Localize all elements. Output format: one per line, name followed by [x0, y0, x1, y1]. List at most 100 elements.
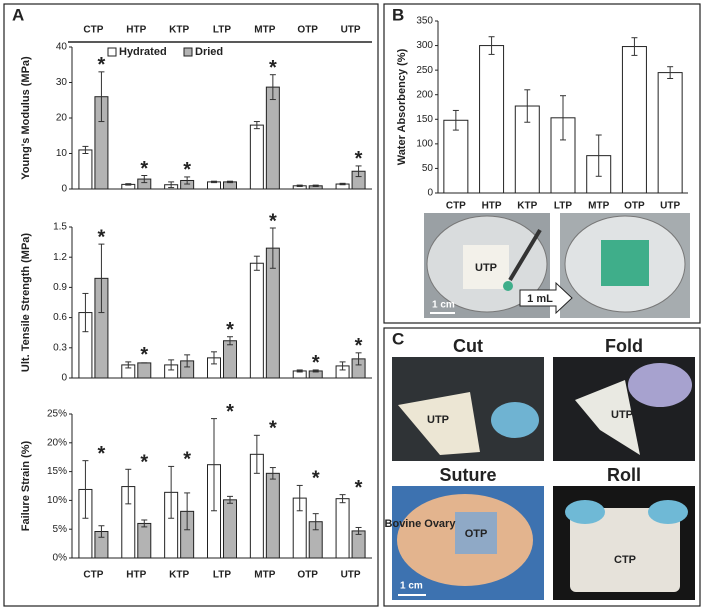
- error-bar: [312, 369, 319, 373]
- legend-swatch: [107, 47, 117, 57]
- error-bar: [168, 465, 175, 519]
- significance-mark: *: [98, 54, 106, 76]
- y-tick-label: 15%: [47, 466, 67, 477]
- bar: [657, 72, 683, 194]
- x-tick-label: UTP: [660, 201, 680, 212]
- y-tick-label: 0%: [53, 553, 68, 564]
- y-tick-label: 0.3: [53, 342, 67, 353]
- significance-mark: *: [226, 401, 234, 423]
- error-bar: [211, 180, 217, 184]
- significance-mark: *: [140, 344, 148, 366]
- significance-mark: *: [355, 477, 363, 499]
- significance-mark: *: [355, 148, 363, 170]
- y-tick-label: 350: [416, 16, 433, 27]
- photo-title: Suture: [439, 465, 496, 485]
- x-tick-label: OTP: [297, 25, 318, 36]
- error-bar: [339, 361, 346, 371]
- x-tick-label: CTP: [83, 570, 103, 581]
- error-bar: [253, 121, 260, 130]
- y-tick-label: 10: [56, 148, 68, 159]
- y-tick-label: 0.6: [53, 312, 67, 323]
- y-tick-label: 0.9: [53, 282, 67, 293]
- bar: [479, 45, 505, 194]
- y-tick-label: 40: [56, 42, 68, 53]
- bar: [223, 340, 237, 379]
- pipette: [508, 228, 542, 282]
- x-tick-label: LTP: [213, 25, 231, 36]
- y-tick-label: 150: [416, 114, 433, 125]
- glove: [565, 500, 605, 524]
- error-bar: [488, 36, 495, 55]
- x-tick-label: LTP: [213, 570, 231, 581]
- scaffold: [463, 245, 509, 289]
- photo-label: UTP: [611, 409, 633, 421]
- panel-letter: A: [12, 5, 24, 24]
- error-bar: [184, 176, 191, 185]
- x-tick-label: KTP: [517, 201, 537, 212]
- error-bar: [227, 495, 233, 504]
- significance-mark: *: [312, 468, 320, 490]
- photo-label: OTP: [465, 528, 488, 540]
- bar: [265, 472, 280, 559]
- error-bar: [98, 243, 105, 314]
- scale-label: 1 cm: [432, 300, 455, 311]
- y-tick-label: 20%: [47, 437, 67, 448]
- error-bar: [339, 182, 346, 186]
- error-bar: [168, 181, 175, 189]
- x-tick-label: HTP: [126, 25, 146, 36]
- error-bar: [168, 359, 175, 371]
- y-tick-label: 100: [416, 138, 433, 149]
- significance-mark: *: [355, 335, 363, 357]
- error-bar: [667, 66, 674, 79]
- error-bar: [269, 74, 276, 101]
- photo-title: Cut: [453, 336, 483, 356]
- error-bar: [141, 519, 148, 528]
- error-bar: [141, 175, 148, 184]
- bar: [249, 262, 264, 379]
- x-tick-label: LTP: [554, 201, 572, 212]
- error-bar: [355, 526, 362, 535]
- scaffold: [398, 392, 480, 455]
- y-axis-title: Young's Modulus (MPa): [20, 56, 32, 180]
- x-tick-label: CTP: [446, 201, 466, 212]
- error-bar: [125, 183, 132, 186]
- error-bar: [312, 513, 319, 531]
- x-tick-label: CTP: [83, 25, 103, 36]
- scaffold: [570, 508, 680, 592]
- error-bar: [296, 484, 303, 512]
- significance-mark: *: [98, 226, 106, 248]
- error-bar: [296, 184, 303, 188]
- x-tick-label: UTP: [341, 25, 361, 36]
- panel-b-frame: [383, 3, 701, 324]
- error-bar: [98, 525, 105, 538]
- bar: [351, 530, 366, 559]
- error-bar: [269, 227, 276, 269]
- bar: [249, 124, 264, 190]
- x-tick-label: UTP: [341, 570, 361, 581]
- y-axis-title: Failure Strain (%): [20, 440, 32, 531]
- error-bar: [631, 37, 638, 56]
- error-bar: [355, 165, 362, 178]
- bar: [335, 498, 350, 559]
- y-tick-label: 200: [416, 89, 433, 100]
- bar: [78, 149, 93, 190]
- significance-mark: *: [312, 352, 320, 374]
- bar: [223, 499, 237, 559]
- error-bar: [211, 351, 217, 365]
- y-tick-label: 50: [422, 163, 434, 174]
- x-tick-label: MTP: [588, 201, 609, 212]
- glove: [648, 500, 688, 524]
- arrow: [519, 281, 573, 315]
- y-tick-label: 20: [56, 113, 68, 124]
- photo-label: UTP: [427, 414, 449, 426]
- error-bar: [560, 95, 566, 141]
- panel-letter: B: [392, 5, 404, 24]
- significance-mark: *: [98, 443, 106, 465]
- panel-letter: C: [392, 329, 404, 348]
- x-tick-label: KTP: [169, 25, 189, 36]
- y-tick-label: 25%: [47, 409, 67, 420]
- glove: [628, 363, 692, 407]
- y-tick-label: 250: [416, 65, 433, 76]
- scaffold: [455, 512, 497, 554]
- photo-label: CTP: [614, 554, 636, 566]
